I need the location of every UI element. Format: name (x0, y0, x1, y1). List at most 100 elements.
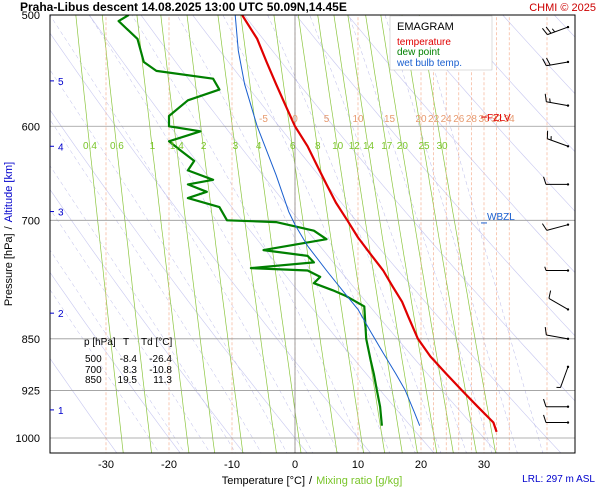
table-header-t: T (123, 337, 129, 348)
moist-adiabat (176, 15, 391, 453)
dry-adiabat (50, 271, 181, 453)
wind-barb-base (566, 308, 570, 311)
wind-barb-feather (543, 398, 547, 407)
altitude-label: 4 (58, 142, 64, 153)
mixing-ratio-line (217, 15, 277, 453)
wind-barb-base (566, 405, 570, 408)
table-cell: -8.4 (120, 354, 138, 365)
mixing-ratio-label: 1.4 (170, 141, 184, 152)
wind-barb (544, 327, 570, 341)
dry-adiabat (50, 32, 371, 453)
wetbulb-line (234, 15, 421, 426)
wind-barb (556, 365, 570, 389)
table-cell: -26.4 (149, 354, 172, 365)
x-axis-label: Temperature [°C] / Mixing ratio [g/kg] (222, 475, 403, 487)
wind-barb (543, 414, 570, 424)
series-layer (117, 15, 498, 433)
mixing-ratio-label: 3 (233, 141, 239, 152)
mixing-ratio-label: 2 (201, 141, 207, 152)
moist-adiabat (50, 119, 262, 453)
y-tick-label: 700 (22, 215, 40, 227)
wind-barb (544, 93, 570, 107)
moist-adiabat (88, 15, 339, 453)
mixing-ratio-label: 17 (381, 141, 393, 152)
isotherm-label: 30 (478, 114, 490, 125)
table-cell: 19.5 (118, 375, 138, 386)
moist-adiabat (267, 15, 442, 453)
legend-temperature: temperature (397, 37, 451, 48)
mixing-ratio-line (365, 15, 438, 453)
wind-barb-base (566, 183, 570, 186)
moist-adiabat (50, 249, 185, 453)
y-tick-label: 925 (22, 385, 40, 397)
altitude-label: 2 (58, 309, 64, 320)
x-tick-label: -10 (224, 459, 240, 471)
isotherm-label: 15 (384, 114, 396, 125)
y-axis-label-sep: / (3, 225, 15, 229)
x-tick-label: 30 (478, 459, 490, 471)
wind-barb-base (566, 145, 570, 148)
isotherm-label: 10 (352, 114, 364, 125)
isotherm-label: 24 (441, 114, 453, 125)
dry-adiabat (502, 15, 575, 95)
wind-barb (542, 57, 570, 67)
dry-adiabat (295, 15, 575, 337)
isotherm-label: 34 (504, 114, 516, 125)
altitude-label: 5 (58, 77, 64, 88)
x-tick-label: 0 (292, 459, 298, 471)
y-axis-label-alt: Altitude [km] (3, 162, 15, 223)
mixing-ratio-line (160, 15, 215, 453)
moist-adiabat (50, 69, 288, 453)
mixing-ratio-label: 1 (150, 141, 156, 152)
wind-barb (543, 176, 570, 186)
x-tick-label: 10 (352, 459, 364, 471)
wind-barb-base (566, 223, 570, 226)
moist-adiabat (50, 15, 313, 453)
table-cell: 700 (85, 365, 102, 376)
moist-adiabat (418, 15, 544, 453)
altitude-label: 3 (58, 208, 64, 219)
x-tick-label: 20 (415, 459, 427, 471)
mixing-ratio-line (401, 15, 477, 453)
x-tick-label: -30 (98, 459, 114, 471)
wind-barb-base (566, 421, 570, 424)
dry-adiabat (347, 15, 575, 274)
mixing-ratio-label: 10 (332, 141, 344, 152)
wind-barb-feather (546, 57, 551, 66)
wind-barb (548, 290, 570, 311)
wind-barb-feather (544, 327, 547, 336)
legend-title: EMAGRAM (397, 21, 454, 33)
wind-barb-staff (560, 366, 569, 388)
legend-dewpoint: dew point (397, 47, 440, 58)
mixing-ratio-line (136, 15, 190, 453)
mixing-ratio-label: 30 (436, 141, 448, 152)
wind-barb (542, 25, 570, 36)
wind-barb-feather (545, 26, 552, 34)
mixing-ratio-label: 0.4 (83, 141, 97, 152)
dry-adiabat (50, 189, 245, 453)
moist-adiabat (50, 289, 160, 453)
data-table: p [hPa] T Td [°C] 500 -8.4 -26.4 700 8.3… (84, 337, 172, 386)
dry-adiabat (192, 15, 562, 453)
moist-adiabat (348, 15, 493, 453)
dewpoint-line (117, 15, 383, 426)
dry-adiabat (450, 15, 575, 153)
mixing-ratio-line (347, 15, 418, 453)
mixing-ratio-line (273, 15, 338, 453)
y-tick-label: 850 (22, 334, 40, 346)
dry-adiabat (140, 15, 498, 453)
wind-barb (541, 223, 570, 231)
wind-barb-staff (548, 297, 569, 310)
moist-adiabat (50, 165, 236, 453)
legend-box: EMAGRAM temperature dew point wet bulb t… (389, 15, 493, 71)
wind-barb-feather (551, 28, 556, 33)
dry-adiabat (50, 357, 118, 453)
chart-title: Praha-Libus descent 14.08.2025 13:00 UTC… (20, 0, 347, 14)
y-tick-label: 1000 (16, 433, 40, 445)
table-header-p: p [hPa] (84, 337, 116, 348)
moist-adiabat (222, 15, 416, 453)
x-tick-label: -20 (161, 459, 177, 471)
mixing-ratio-line (333, 15, 403, 453)
